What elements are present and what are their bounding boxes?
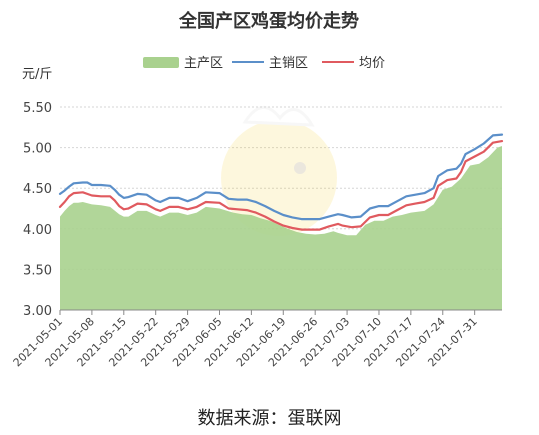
legend-item-average[interactable]: 均价 xyxy=(322,56,385,71)
y-axis-ticks: 3.00 3.50 4.00 4.50 5.00 5.50 xyxy=(23,101,52,319)
series-line-average xyxy=(58,140,504,231)
y-tick-label: 3.50 xyxy=(23,263,52,278)
y-tick-label: 5.50 xyxy=(23,101,52,116)
watermark xyxy=(221,106,337,236)
watermark-chick-crest xyxy=(242,106,315,127)
watermark-chick-head xyxy=(221,120,337,236)
legend-item-main-selling[interactable]: 主销区 xyxy=(232,56,308,71)
series-line-main-selling xyxy=(58,133,504,221)
chart: 全国产区鸡蛋均价走势 主产区 主销区 均价 元/斤 3.00 3.50 4.00 4.… xyxy=(11,10,504,369)
x-axis: 2021-05-012021-05-082021-05-152021-05-22… xyxy=(11,309,502,369)
y-tick-label: 4.00 xyxy=(23,223,52,238)
watermark-chick-eye xyxy=(294,162,306,174)
y-axis-unit: 元/斤 xyxy=(22,67,52,82)
legend-label-main-producing: 主产区 xyxy=(184,56,223,71)
legend: 主产区 主销区 均价 xyxy=(143,56,385,71)
y-tick-label: 5.00 xyxy=(23,142,52,157)
legend-label-main-selling: 主销区 xyxy=(269,56,308,71)
chart-title: 全国产区鸡蛋均价走势 xyxy=(178,10,359,32)
plot-area xyxy=(58,133,504,310)
legend-swatch-main-producing xyxy=(143,57,179,68)
series-area-main-producing xyxy=(60,146,502,310)
y-tick-label: 4.50 xyxy=(23,182,52,197)
y-tick-label: 3.00 xyxy=(23,304,52,319)
legend-label-average: 均价 xyxy=(359,56,385,71)
legend-item-main-producing[interactable]: 主产区 xyxy=(143,56,223,71)
source-note: 数据来源：蛋联网 xyxy=(197,408,342,429)
